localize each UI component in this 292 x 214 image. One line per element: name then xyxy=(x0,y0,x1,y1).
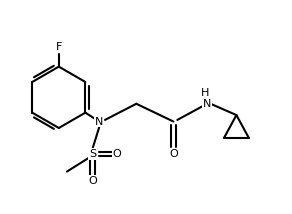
Text: N: N xyxy=(203,99,211,109)
Text: O: O xyxy=(88,176,97,186)
Text: O: O xyxy=(169,149,178,159)
Text: N: N xyxy=(95,117,103,126)
Text: S: S xyxy=(89,149,96,159)
Text: F: F xyxy=(56,42,62,52)
Text: H: H xyxy=(201,88,209,98)
Text: O: O xyxy=(112,149,121,159)
